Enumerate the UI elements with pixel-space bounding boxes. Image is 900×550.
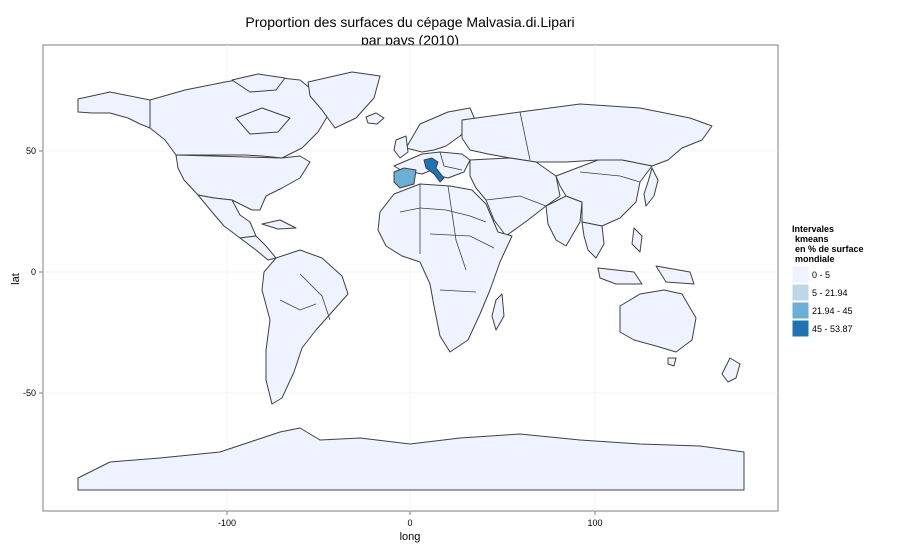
country-antarctica [77, 427, 745, 491]
country-new-zealand [721, 357, 741, 383]
y-tick-label: 50 [26, 146, 36, 156]
map-title-line1: Proportion des surfaces du cépage Malvas… [245, 14, 574, 30]
country-cuba [261, 219, 297, 230]
map-title-line2: par pays (2010) [361, 32, 459, 48]
country-usa [175, 154, 311, 211]
border-line [519, 111, 531, 161]
country-italy [423, 157, 445, 183]
border-line [299, 273, 331, 321]
border-line [485, 195, 547, 207]
x-tick-label: -100 [218, 518, 236, 528]
country-greenland [307, 71, 381, 129]
legend-label: 45 - 53.87 [812, 324, 853, 334]
x-tick-label: 100 [587, 518, 602, 528]
country-china [555, 159, 653, 227]
country-southeast-asia [581, 221, 605, 259]
country-philippines [631, 227, 643, 253]
y-tick-label: -50 [23, 388, 36, 398]
borders [279, 111, 641, 321]
country-indonesia [597, 267, 643, 285]
y-axis-title: lat [10, 273, 22, 285]
country-new-guinea [655, 265, 695, 285]
country-africa [377, 183, 513, 353]
border-line [439, 151, 463, 171]
legend: Intervales kmeans en % de surface mondia… [791, 224, 864, 338]
countries [77, 71, 745, 491]
country-mexico [197, 194, 257, 239]
legend-swatch [791, 319, 810, 338]
country-spain [393, 167, 417, 189]
country-alaska [77, 91, 151, 129]
legend-title-line4: mondiale [795, 254, 835, 264]
legend-label: 0 - 5 [812, 270, 830, 280]
legend-label: 5 - 21.94 [812, 288, 848, 298]
border-line [399, 207, 487, 223]
border-line [279, 299, 317, 311]
legend-title-line3: en % de surface [795, 244, 864, 254]
country-south-america [261, 249, 349, 405]
country-baffin [235, 107, 291, 135]
border-line [579, 171, 641, 183]
country-arctic-islands [231, 73, 286, 93]
border-line [447, 185, 467, 271]
legend-swatch [791, 265, 810, 284]
legend-title-line1: Intervales [792, 224, 834, 234]
country-uk [393, 135, 409, 159]
legend-swatch [791, 283, 810, 302]
country-australia [619, 289, 697, 353]
country-tasmania [667, 357, 677, 367]
legend-swatch [791, 301, 810, 320]
y-tick-label: 0 [31, 267, 36, 277]
border-line [429, 233, 495, 249]
country-middle-east [469, 157, 561, 237]
border-line [439, 289, 477, 293]
legend-label: 21.94 - 45 [812, 306, 853, 316]
x-axis-title: long [400, 531, 421, 543]
legend-title-line2: kmeans [795, 234, 829, 244]
axis-ticks [39, 150, 596, 515]
x-tick-label: 0 [407, 518, 412, 528]
country-iceland [365, 112, 385, 125]
country-japan [643, 167, 659, 207]
country-madagascar [491, 293, 505, 331]
